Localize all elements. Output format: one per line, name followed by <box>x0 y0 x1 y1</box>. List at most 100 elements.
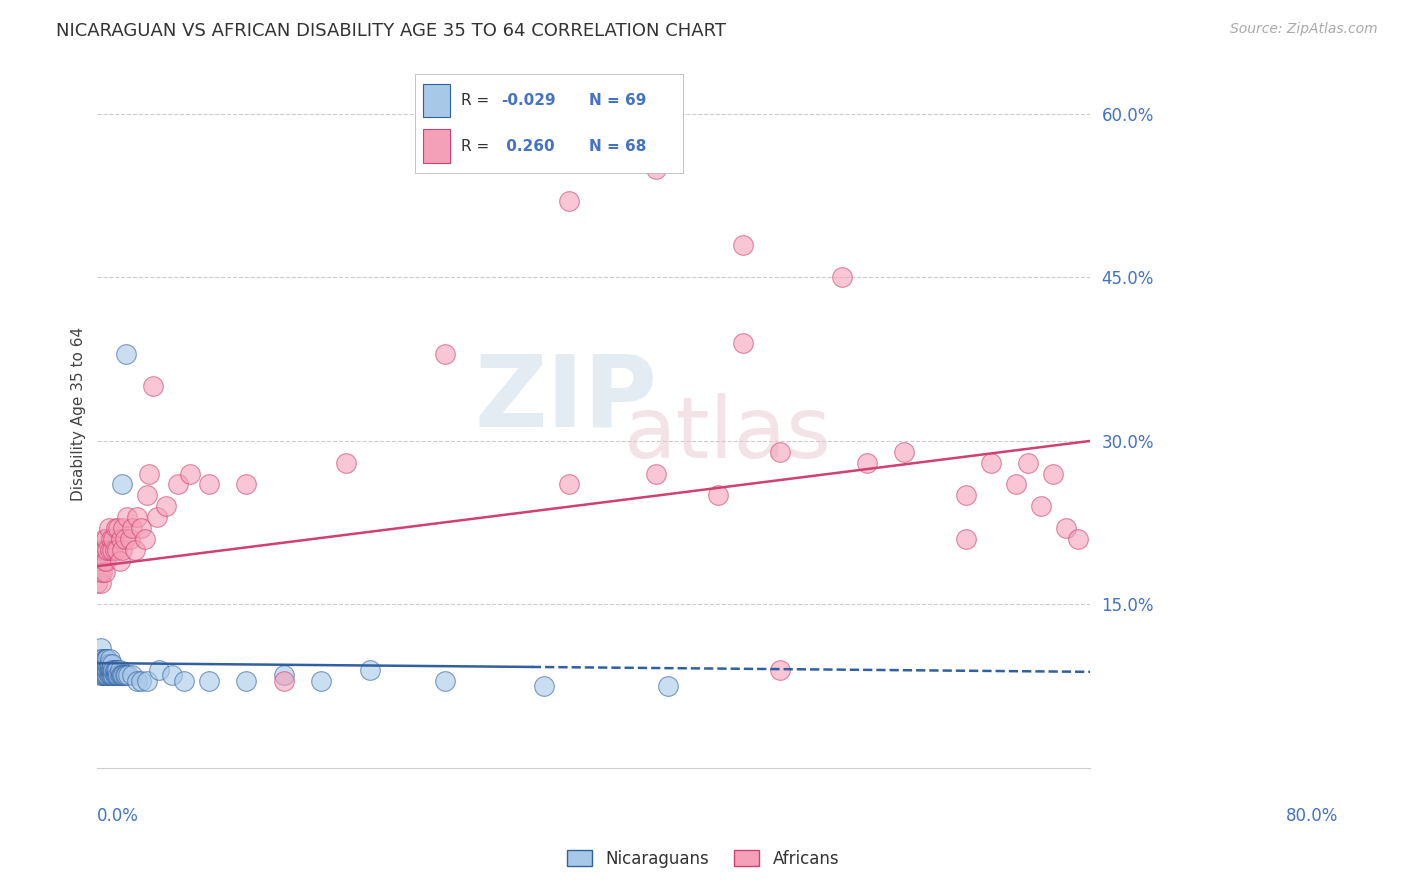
Point <box>657 679 679 693</box>
Point <box>98 663 121 677</box>
Point <box>235 673 257 688</box>
Point <box>198 477 221 491</box>
Point <box>94 657 117 672</box>
Point <box>107 521 129 535</box>
Point <box>309 673 332 688</box>
Point <box>155 500 177 514</box>
Point <box>87 554 110 568</box>
Point <box>167 477 190 491</box>
Point <box>115 668 138 682</box>
Point <box>105 663 128 677</box>
Y-axis label: Disability Age 35 to 64: Disability Age 35 to 64 <box>72 326 86 500</box>
Point <box>142 379 165 393</box>
Text: atlas: atlas <box>624 393 832 476</box>
Point <box>125 510 148 524</box>
Point <box>104 663 127 677</box>
Point <box>90 554 112 568</box>
Point <box>146 510 169 524</box>
Point <box>108 663 131 677</box>
Point <box>90 575 112 590</box>
Point <box>1067 532 1090 546</box>
Point <box>93 554 115 568</box>
Point <box>94 663 117 677</box>
Point <box>94 542 117 557</box>
Point <box>179 467 201 481</box>
Point <box>118 532 141 546</box>
Point <box>104 521 127 535</box>
Point <box>125 673 148 688</box>
Point <box>273 673 295 688</box>
Point <box>91 663 114 677</box>
Text: 80.0%: 80.0% <box>1286 806 1339 824</box>
Point <box>94 554 117 568</box>
Point <box>96 663 118 677</box>
Point <box>148 663 170 677</box>
Point <box>856 456 879 470</box>
Point <box>97 668 120 682</box>
Point <box>831 270 853 285</box>
Point <box>335 456 357 470</box>
Point <box>107 668 129 682</box>
Point <box>97 657 120 672</box>
Point <box>114 668 136 682</box>
Point <box>94 663 117 677</box>
Point <box>115 347 138 361</box>
Point <box>98 542 121 557</box>
Point <box>136 673 159 688</box>
Point <box>1005 477 1028 491</box>
Point <box>89 565 111 579</box>
Point <box>117 668 139 682</box>
Point <box>93 532 115 546</box>
Text: NICARAGUAN VS AFRICAN DISABILITY AGE 35 TO 64 CORRELATION CHART: NICARAGUAN VS AFRICAN DISABILITY AGE 35 … <box>56 22 727 40</box>
Point <box>558 194 581 209</box>
Point <box>91 668 114 682</box>
Point <box>129 673 152 688</box>
Point <box>97 521 120 535</box>
Point <box>108 554 131 568</box>
Point <box>104 663 127 677</box>
Point <box>121 668 143 682</box>
Point <box>769 444 792 458</box>
Point <box>359 663 381 677</box>
Point <box>955 532 977 546</box>
Point <box>645 467 668 481</box>
Point <box>533 679 555 693</box>
Point <box>101 668 124 682</box>
Point <box>94 657 117 672</box>
Point <box>103 663 125 677</box>
Point <box>433 673 456 688</box>
Text: ZIP: ZIP <box>475 351 658 448</box>
Point <box>94 652 117 666</box>
Point <box>112 668 135 682</box>
Point <box>91 565 114 579</box>
Point <box>104 668 127 682</box>
Point <box>89 668 111 682</box>
Point <box>87 657 110 672</box>
Point <box>1054 521 1077 535</box>
Point <box>98 657 121 672</box>
Point <box>129 521 152 535</box>
Point <box>115 510 138 524</box>
Point <box>173 673 195 688</box>
Point <box>90 652 112 666</box>
Point <box>91 652 114 666</box>
Point <box>198 673 221 688</box>
Point <box>90 640 112 655</box>
Point <box>105 542 128 557</box>
Point <box>111 477 134 491</box>
Point <box>97 663 120 677</box>
Point <box>100 668 122 682</box>
Point <box>1029 500 1052 514</box>
Point <box>101 657 124 672</box>
Point <box>893 444 915 458</box>
Point <box>93 657 115 672</box>
Point <box>955 488 977 502</box>
Point <box>101 542 124 557</box>
Point <box>104 668 127 682</box>
Point <box>110 668 132 682</box>
Text: Source: ZipAtlas.com: Source: ZipAtlas.com <box>1230 22 1378 37</box>
Point <box>1042 467 1064 481</box>
Point <box>134 532 156 546</box>
Point <box>98 668 121 682</box>
Point <box>558 477 581 491</box>
